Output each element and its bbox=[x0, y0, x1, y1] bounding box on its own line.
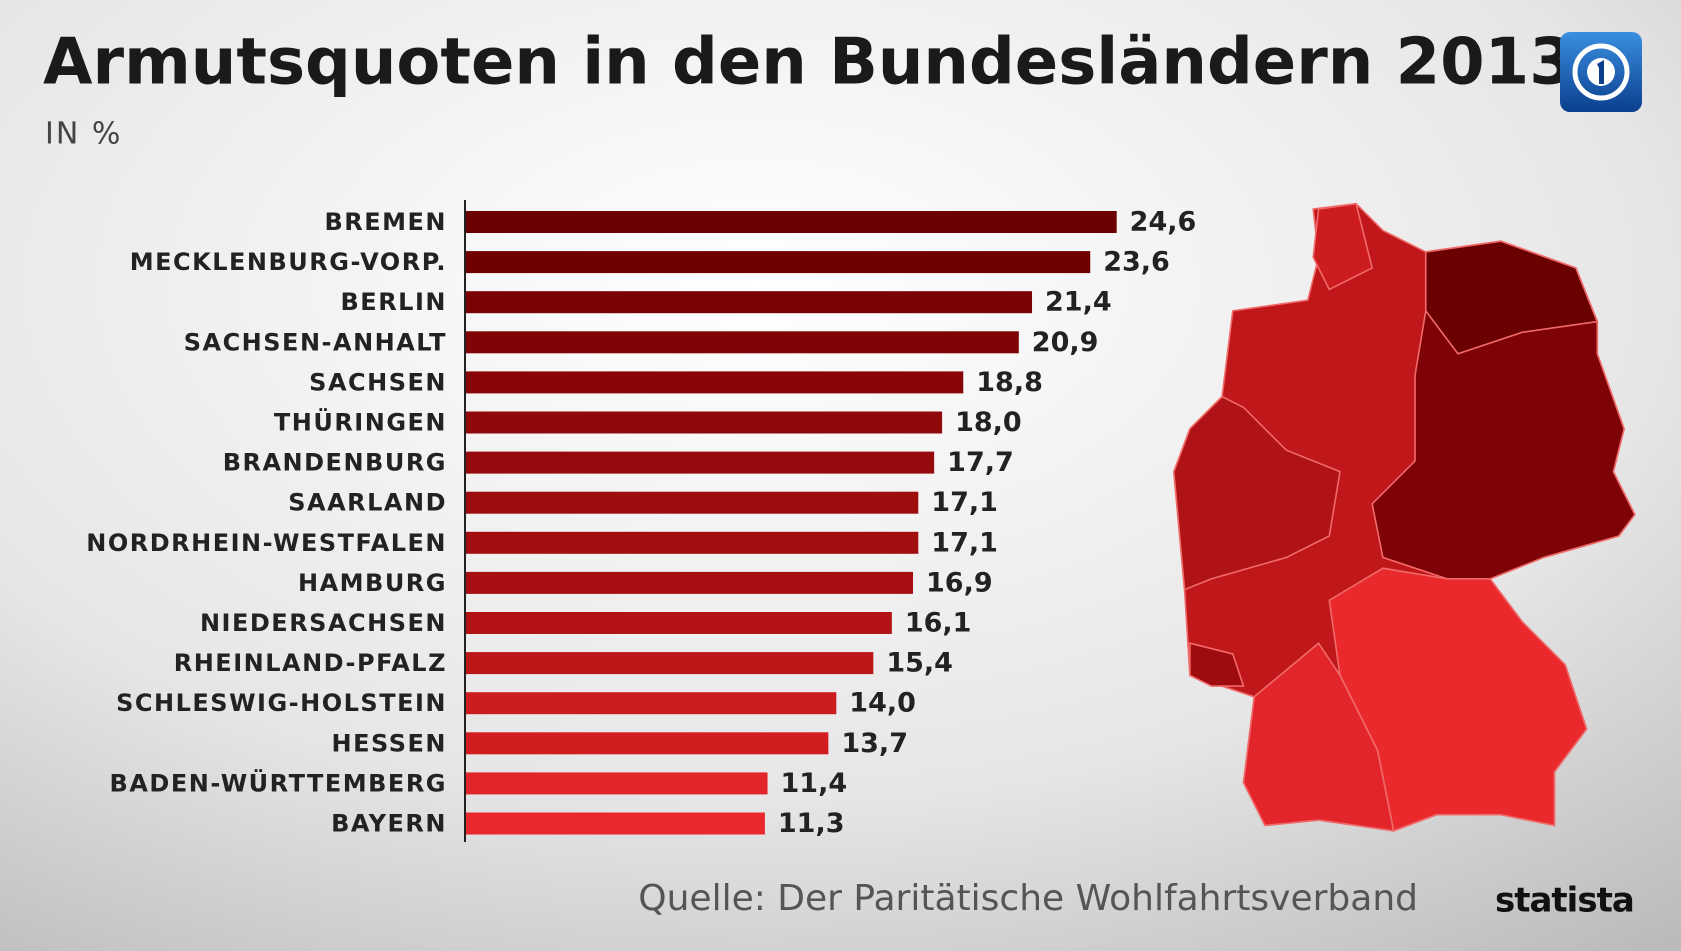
category-label: SAARLAND bbox=[288, 489, 447, 517]
bar bbox=[466, 612, 892, 634]
bar bbox=[466, 211, 1117, 233]
category-label: BREMEN bbox=[324, 208, 447, 236]
value-label: 17,7 bbox=[947, 447, 1014, 478]
value-label: 16,1 bbox=[905, 608, 972, 639]
category-label: BRANDENBURG bbox=[223, 449, 447, 477]
value-label: 11,3 bbox=[778, 808, 845, 839]
bar bbox=[466, 451, 935, 474]
value-label: 15,4 bbox=[886, 648, 953, 679]
bar bbox=[466, 812, 765, 835]
category-label: BAYERN bbox=[331, 810, 447, 838]
bar bbox=[466, 411, 943, 434]
category-label: NIEDERSACHSEN bbox=[200, 609, 447, 637]
category-label: MECKLENBURG-VORP. bbox=[130, 248, 447, 276]
value-label: 16,9 bbox=[926, 567, 993, 598]
bar bbox=[466, 291, 1033, 314]
brand: statista bbox=[1495, 881, 1634, 921]
category-label: SACHSEN bbox=[309, 368, 447, 396]
bar bbox=[466, 371, 964, 394]
category-label: NORDRHEIN-WESTFALEN bbox=[86, 529, 447, 557]
category-label: THÜRINGEN bbox=[274, 407, 447, 437]
bar bbox=[466, 331, 1019, 354]
value-label: 21,4 bbox=[1045, 287, 1112, 318]
value-label: 20,9 bbox=[1032, 327, 1099, 358]
bar bbox=[466, 652, 874, 675]
category-label: SCHLESWIG-HOLSTEIN bbox=[116, 689, 447, 717]
source: Quelle: Der Paritätische Wohlfahrtsverba… bbox=[638, 878, 1418, 919]
bar bbox=[466, 251, 1091, 274]
category-label: BADEN-WÜRTTEMBERG bbox=[110, 767, 447, 797]
bar bbox=[466, 571, 914, 594]
category-label: SACHSEN-ANHALT bbox=[184, 328, 447, 356]
bar bbox=[466, 732, 829, 755]
category-label: BERLIN bbox=[341, 288, 447, 316]
category-label: HESSEN bbox=[332, 729, 447, 757]
value-label: 23,6 bbox=[1103, 247, 1170, 278]
value-label: 14,0 bbox=[849, 688, 916, 719]
value-label: 17,1 bbox=[931, 527, 998, 558]
value-label: 11,4 bbox=[781, 768, 848, 799]
category-label: RHEINLAND-PFALZ bbox=[174, 649, 447, 677]
bar bbox=[466, 491, 919, 514]
bar bbox=[466, 772, 768, 795]
value-label: 13,7 bbox=[841, 728, 908, 759]
value-label: 18,0 bbox=[955, 407, 1022, 438]
chart-title: Armutsquoten in den Bundesländern 2013 bbox=[43, 26, 1574, 100]
value-label: 17,1 bbox=[931, 487, 998, 518]
bar bbox=[466, 531, 919, 554]
bar bbox=[466, 692, 837, 715]
map bbox=[1173, 202, 1636, 832]
subtitle: IN % bbox=[45, 117, 122, 152]
logo bbox=[1560, 32, 1642, 112]
category-label: HAMBURG bbox=[298, 569, 447, 597]
value-label: 24,6 bbox=[1130, 207, 1197, 238]
value-label: 18,8 bbox=[976, 367, 1043, 398]
